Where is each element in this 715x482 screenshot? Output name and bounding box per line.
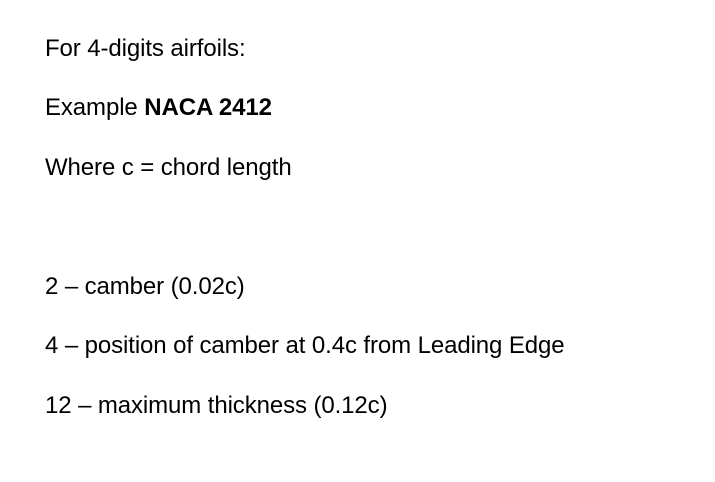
example-line: Example NACA 2412 — [45, 93, 272, 123]
chord-definition-line: Where c = chord length — [45, 154, 292, 181]
heading-line: For 4-digits airfoils: — [45, 35, 246, 62]
digit-explanation-camber: 2 – camber (0.02c) — [45, 273, 245, 300]
document-body: For 4-digits airfoils: Example NACA 2412… — [45, 0, 715, 482]
digit-explanation-thickness: 12 – maximum thickness (0.12c) — [45, 392, 388, 419]
digit-explanation-camber-position: 4 – position of camber at 0.4c from Lead… — [45, 332, 565, 359]
example-prefix: Example — [45, 94, 145, 121]
airfoil-designation: NACA 2412 — [144, 94, 272, 121]
